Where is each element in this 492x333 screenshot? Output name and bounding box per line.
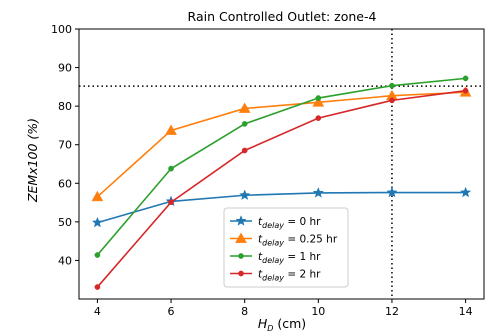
legend-label-subscript: delay [262,274,284,283]
legend-label-value: = 2 hr [284,269,321,281]
x-tick-label: 8 [241,305,248,318]
y-tick-label: 50 [58,216,72,229]
y-tick-label: 60 [58,177,72,190]
legend-swatch-marker [238,253,243,258]
legend-swatch-marker [238,271,243,276]
legend-label-subscript: delay [262,239,284,248]
series-0-point [313,188,323,197]
y-tick-label: 40 [58,254,72,267]
series-3-point [168,200,173,205]
series-2-point [168,166,173,171]
y-tick-label: 100 [51,23,72,36]
series-2-point [463,76,468,81]
x-tick-label: 4 [94,305,101,318]
x-axis-label: HD (cm) [258,316,306,333]
legend-label-subscript: delay [262,256,284,265]
x-tick-label: 12 [385,305,399,318]
series-3-point [316,116,321,121]
y-tick-label: 80 [58,100,72,113]
x-tick-label: 10 [311,305,325,318]
y-tick-label: 70 [58,139,72,152]
series-0-point [461,187,471,196]
legend-label-value: = 0.25 hr [284,234,338,246]
series-3-point [389,98,394,103]
chart-title: Rain Controlled Outlet: zone-4 [188,9,377,24]
legend-label-value: = 0 hr [284,216,321,228]
series-0-point [387,187,397,196]
series-3-point [95,284,100,289]
series-2-point [242,121,247,126]
y-tick-label: 90 [58,62,72,75]
series-2-point [389,83,394,88]
x-tick-label: 6 [168,305,175,318]
series-3-point [242,148,247,153]
series-1-line [97,92,465,197]
series-0-point [240,190,250,199]
series-3-point [463,88,468,93]
series-1 [92,87,471,201]
series-2-point [316,95,321,100]
y-axis: 40 50 60 70 80 90 100 [51,23,79,267]
series-0-point [92,217,102,226]
legend-label-value: = 1 hr [284,251,321,263]
y-axis-label: ZEMx100 (%) [25,118,40,203]
x-tick-label: 14 [459,305,473,318]
series-2-point [95,252,100,257]
x-axis-label-unit: (cm) [273,316,306,331]
legend-label-subscript: delay [262,221,284,230]
